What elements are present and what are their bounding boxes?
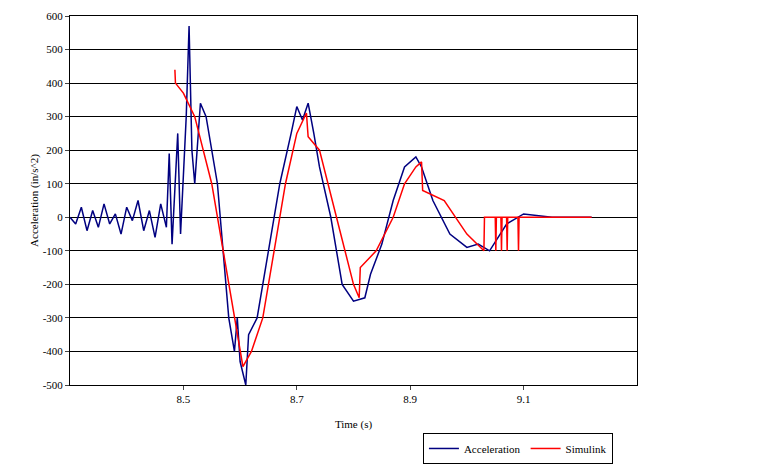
- svg-text:100: 100: [46, 178, 63, 190]
- svg-text:Time (s): Time (s): [335, 418, 373, 431]
- svg-text:200: 200: [46, 144, 63, 156]
- svg-text:8.5: 8.5: [177, 393, 191, 405]
- svg-text:0: 0: [57, 211, 63, 223]
- svg-text:-400: -400: [43, 345, 64, 357]
- svg-text:600: 600: [46, 10, 63, 22]
- svg-text:400: 400: [46, 77, 63, 89]
- svg-text:-300: -300: [43, 312, 64, 324]
- svg-text:-200: -200: [43, 278, 64, 290]
- svg-text:-500: -500: [43, 379, 64, 391]
- svg-text:Acceleration: Acceleration: [464, 443, 521, 455]
- svg-text:Acceleration (in/s^2): Acceleration (in/s^2): [28, 154, 41, 247]
- svg-text:-100: -100: [43, 245, 64, 257]
- svg-text:300: 300: [46, 110, 63, 122]
- svg-text:9.1: 9.1: [517, 393, 531, 405]
- svg-text:Simulink: Simulink: [566, 443, 607, 455]
- svg-text:8.7: 8.7: [290, 393, 304, 405]
- svg-text:8.9: 8.9: [403, 393, 417, 405]
- svg-text:500: 500: [46, 43, 63, 55]
